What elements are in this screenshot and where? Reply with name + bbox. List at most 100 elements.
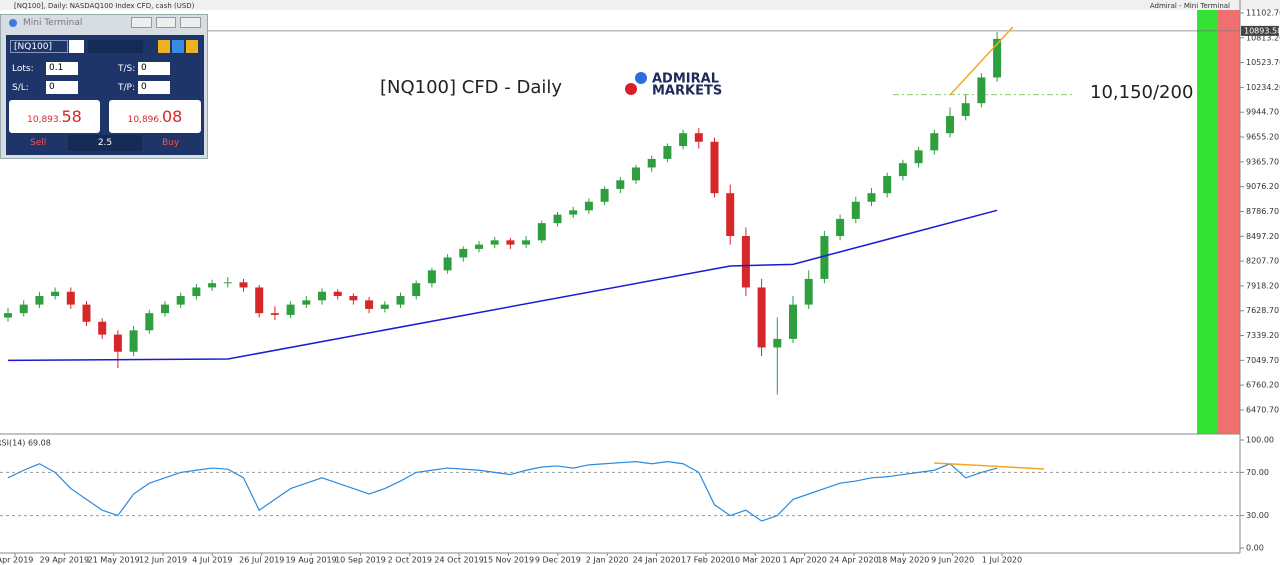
candle-body [396, 296, 405, 305]
y-tick-label: 8207.70 [1246, 257, 1279, 266]
x-tick-label: 19 Aug 2019 [285, 556, 336, 565]
candle-body [380, 304, 389, 309]
logo-dot [635, 72, 647, 84]
candle-body [161, 304, 169, 314]
x-tick-label: 10 Sep 2019 [335, 556, 386, 565]
candle-body [349, 296, 358, 301]
price-big: 08 [162, 107, 183, 126]
candle-body [647, 158, 656, 168]
buy-button[interactable]: 10,896.08 [109, 100, 201, 133]
candle-body [773, 338, 782, 348]
sell-column[interactable] [1218, 10, 1240, 434]
close[interactable] [180, 17, 202, 28]
candle-body [208, 283, 217, 288]
candle-body [506, 240, 515, 245]
candle-body [113, 334, 122, 352]
input[interactable]: 0 [138, 62, 170, 75]
candle-body [851, 201, 860, 219]
candle-body [412, 283, 421, 297]
x-tick-label: 24 Jan 2020 [633, 556, 681, 565]
candle-body [365, 300, 374, 309]
y-tick-label: 9655.20 [1246, 133, 1279, 142]
x-tick-label: 12 Jun 2019 [139, 556, 187, 565]
input[interactable]: 0 [138, 81, 170, 94]
window-buttons [131, 17, 202, 28]
buy-column[interactable] [1197, 10, 1218, 434]
price-big: 58 [61, 107, 82, 126]
mini-terminal-title: Mini Terminal [1, 15, 207, 31]
y-tick-label: 10234.20 [1246, 83, 1280, 92]
candle-body [255, 287, 264, 314]
volume[interactable]: 2.5 [68, 135, 142, 151]
candle-body [129, 330, 138, 352]
candle-body [286, 304, 295, 315]
candle-body [98, 321, 107, 335]
x-tick-label: 1 Jul 2020 [982, 556, 1022, 565]
y-tick-label: 9944.70 [1246, 108, 1279, 117]
x-tick-label: 9 Dec 2019 [535, 556, 581, 565]
y-tick-label: 7339.20 [1246, 331, 1279, 340]
rsi-tick-label: 100.00 [1246, 436, 1274, 445]
title: Mini Terminal [23, 18, 83, 28]
label: T/P: [118, 83, 135, 93]
moving-average [7, 209, 998, 362]
maximize[interactable] [155, 17, 177, 28]
candle-body [475, 244, 483, 249]
y-tick-label: 9076.20 [1246, 182, 1279, 191]
y-tick-label: 7918.20 [1246, 281, 1279, 290]
x-tick-label: 2 Jan 2020 [586, 556, 629, 565]
candle-body [223, 282, 232, 284]
terminal-body: [NQ100] Lots: 0.1 T/S: 0 S/L: 0 T/P: 0 1… [6, 35, 204, 155]
candle-body [35, 296, 44, 305]
x-tick-label: 18 May 2020 [877, 556, 929, 565]
candle-body [145, 313, 154, 331]
btn[interactable] [158, 40, 170, 53]
input[interactable]: 0 [46, 81, 78, 94]
candle-body [946, 116, 954, 134]
candle-body [584, 201, 593, 211]
candle-body [663, 146, 672, 159]
candle-body [459, 248, 468, 258]
candle-body [553, 214, 562, 224]
y-tick-label: 8497.20 [1246, 232, 1279, 241]
candle-body [192, 287, 201, 297]
candle-body [569, 210, 578, 215]
x-tick-label: 24 Apr 2020 [829, 556, 878, 565]
x-tick-label: 1 Apr 2020 [782, 556, 826, 565]
candle-body [427, 270, 436, 284]
field [88, 40, 143, 53]
mini-terminal[interactable]: Mini Terminal [NQ100] Lots: 0.1 T/S: 0 S… [0, 14, 208, 159]
candle-body [694, 133, 703, 142]
candle-body [710, 141, 719, 194]
candle-body [82, 304, 91, 322]
sell-button[interactable]: 10,893.58 [9, 100, 100, 133]
symbol[interactable]: [NQ100] [10, 40, 68, 53]
candle-body [930, 133, 939, 151]
candle-body [820, 236, 829, 279]
candle-body [19, 304, 28, 314]
logo-dot [625, 83, 637, 95]
rsi-tick-label: 70.00 [1246, 468, 1269, 477]
candle-body [4, 313, 12, 318]
logo-text: MARKETS [652, 84, 722, 99]
candle-body [804, 278, 813, 305]
candle-body [961, 103, 970, 117]
candle-body [490, 240, 499, 245]
candle-body [898, 163, 907, 177]
buy-label[interactable]: Buy [162, 138, 180, 148]
minimize[interactable] [131, 17, 152, 28]
toolbar [158, 40, 198, 53]
candle-body [66, 291, 75, 305]
sell-label[interactable]: Sell [30, 138, 47, 148]
candle-body [867, 193, 876, 202]
x-tick-label: Apr 2019 [0, 556, 33, 565]
candle-body [239, 282, 248, 288]
icon [9, 19, 17, 27]
rsi-tick-label: 30.00 [1246, 511, 1269, 520]
input[interactable]: 0.1 [46, 62, 78, 75]
btn[interactable] [186, 40, 198, 53]
btn[interactable] [172, 40, 184, 53]
symbol-dropdown[interactable] [69, 40, 84, 53]
candle-body [741, 236, 750, 288]
candle-body [318, 291, 326, 301]
